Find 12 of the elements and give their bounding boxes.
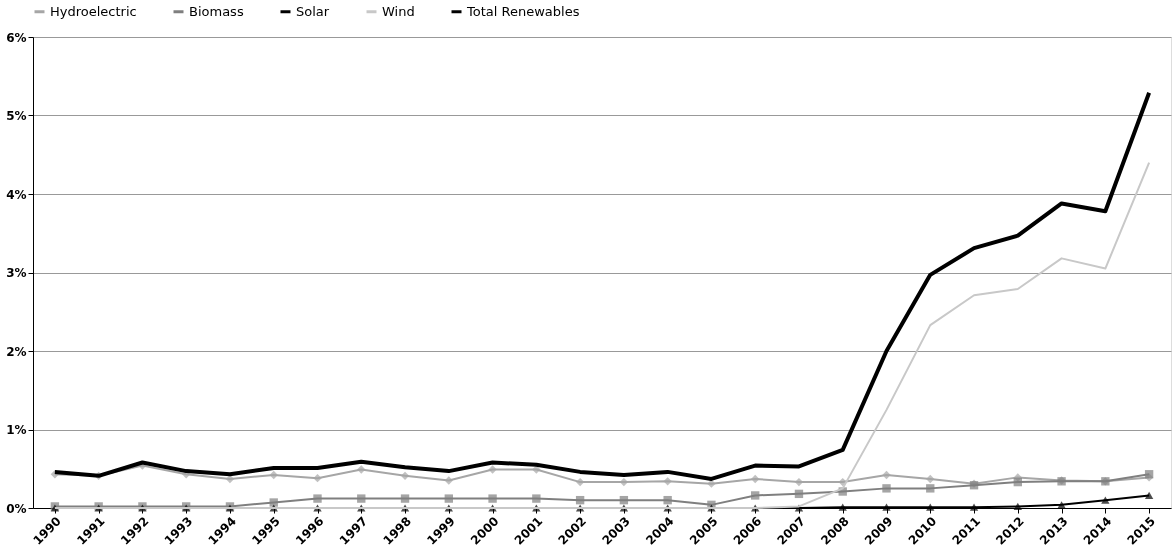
legend-label: Biomass: [189, 3, 244, 19]
legend-label: Wind: [382, 3, 415, 19]
legend-label: Hydroelectric: [50, 3, 137, 19]
y-tick-label: 1%: [6, 423, 27, 437]
y-tick-label: 5%: [6, 109, 27, 123]
legend-label: Solar: [296, 3, 330, 19]
legend-label: Total Renewables: [466, 3, 580, 19]
y-tick-label: 2%: [6, 344, 27, 359]
y-tick-label: 6%: [6, 30, 27, 45]
y-tick-label: 3%: [6, 266, 27, 280]
y-tick-label: 4%: [6, 187, 27, 202]
y-tick-label: 0%: [6, 501, 27, 516]
